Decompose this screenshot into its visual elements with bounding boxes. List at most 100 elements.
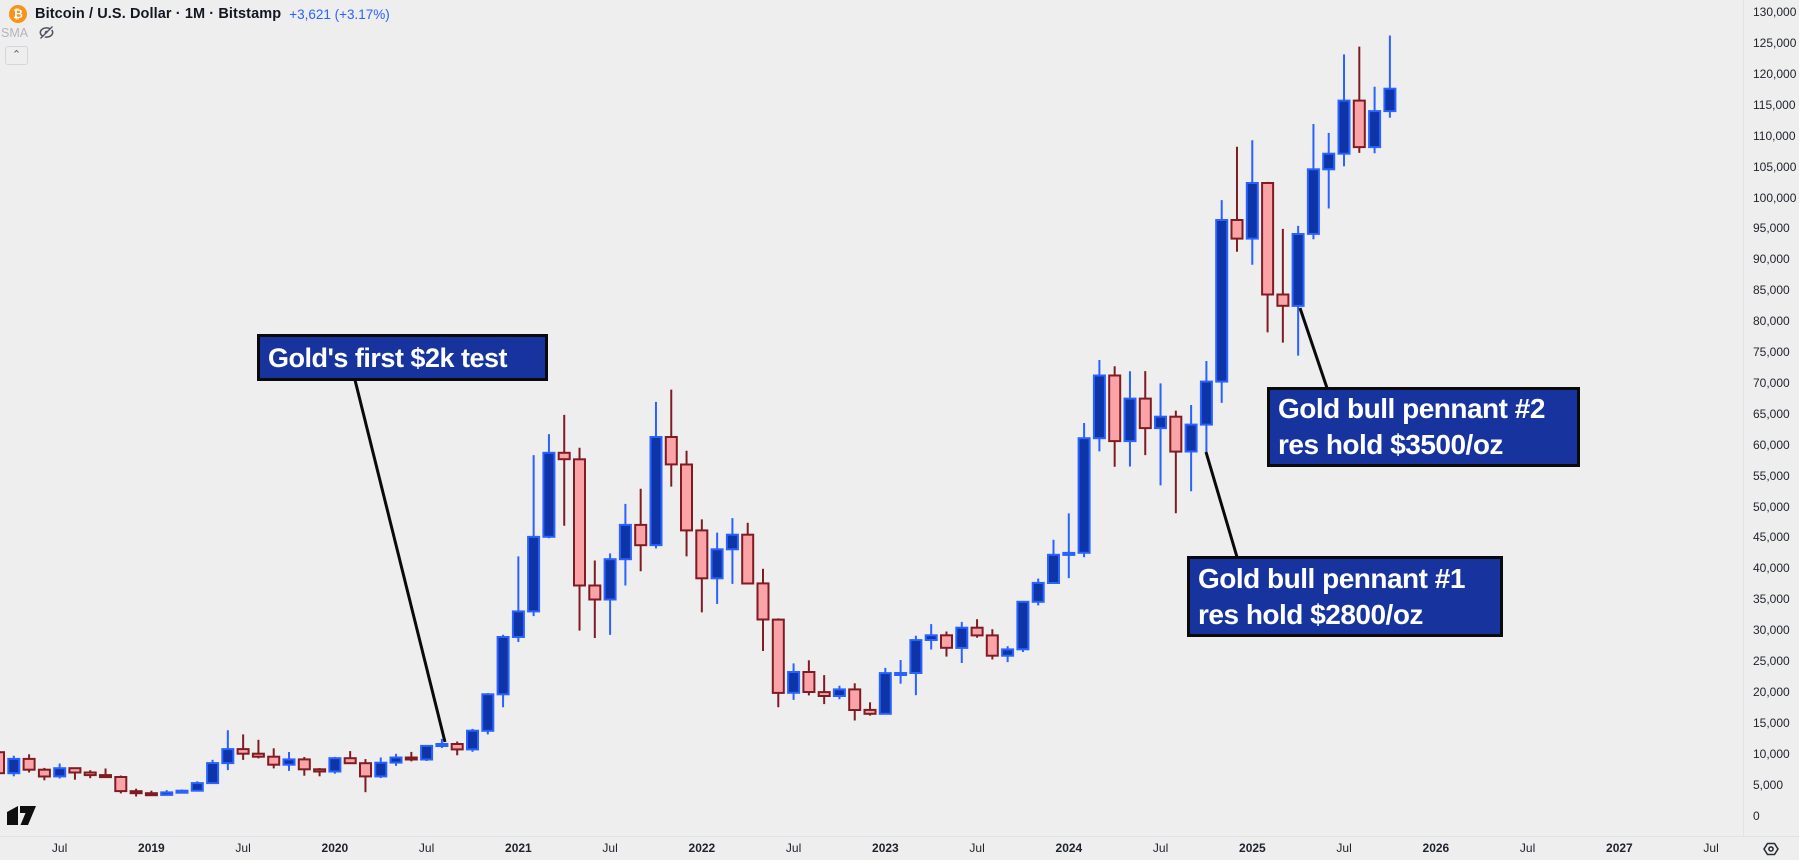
candle-2019-10[interactable] (282, 758, 296, 766)
candle-2018-09[interactable] (83, 771, 97, 777)
candle-2021-06[interactable] (588, 584, 602, 601)
symbol-title[interactable]: Bitcoin / U.S. Dollar · 1M · Bitstamp (35, 6, 282, 22)
candle-2021-07[interactable] (603, 558, 617, 601)
candle-2018-07[interactable] (53, 767, 67, 778)
candle-2021-05[interactable] (573, 458, 586, 587)
candle-2021-09[interactable] (634, 523, 648, 547)
candle-2022-03[interactable] (725, 533, 739, 551)
callout-pointer-line[interactable] (1298, 307, 1329, 389)
candle-2021-08[interactable] (618, 523, 632, 561)
candle-2019-08[interactable] (251, 752, 265, 758)
candle-2020-06[interactable] (404, 756, 418, 761)
sma-indicator-label[interactable]: SMA (1, 25, 29, 40)
candle-2018-04[interactable] (7, 757, 21, 775)
candle-2020-04[interactable] (374, 761, 388, 778)
candle-2020-07[interactable] (420, 744, 434, 761)
candle-2023-06[interactable] (955, 626, 969, 649)
candle-2019-06[interactable] (221, 748, 235, 765)
tradingview-logo[interactable] (6, 803, 40, 831)
candle-2022-02[interactable] (710, 548, 724, 580)
candle-2025-01[interactable] (1245, 182, 1259, 240)
callout-pointer-line[interactable] (1204, 451, 1239, 558)
candle-2018-10[interactable] (99, 774, 112, 779)
candle-2020-11[interactable] (481, 693, 495, 732)
candle-2023-12[interactable] (1047, 553, 1060, 584)
candle-2019-09[interactable] (267, 755, 281, 766)
candle-2021-11[interactable] (664, 436, 678, 466)
candle-2024-07[interactable] (1154, 415, 1167, 430)
candle-2022-01[interactable] (695, 529, 709, 580)
candle-2025-04[interactable] (1291, 233, 1305, 307)
candle-2022-12[interactable] (863, 708, 877, 715)
candle-2018-06[interactable] (37, 768, 51, 778)
candle-2019-02[interactable] (160, 791, 174, 796)
legend-collapse-button[interactable]: ⌃ (5, 46, 28, 65)
candle-2025-05[interactable] (1306, 168, 1320, 235)
candle-2022-08[interactable] (802, 671, 816, 693)
candle-2023-02[interactable] (894, 672, 908, 676)
callout-gold-pennant-2[interactable]: Gold bull pennant #2 res hold $3500/oz (1267, 387, 1580, 467)
candle-2023-01[interactable] (878, 672, 892, 715)
candle-2021-01[interactable] (511, 610, 525, 639)
candle-2020-02[interactable] (343, 757, 357, 765)
candle-2020-08[interactable] (435, 743, 449, 747)
candle-2024-02[interactable] (1077, 437, 1091, 554)
candle-2025-08[interactable] (1352, 99, 1366, 149)
candle-2022-04[interactable] (741, 533, 755, 585)
eye-hidden-icon[interactable] (37, 24, 56, 41)
candle-2023-04[interactable] (924, 634, 938, 641)
candle-2022-05[interactable] (756, 582, 770, 621)
candle-2024-04[interactable] (1108, 374, 1122, 443)
candle-2023-11[interactable] (1031, 581, 1045, 603)
candle-2020-10[interactable] (466, 729, 479, 751)
candle-2023-10[interactable] (1016, 600, 1030, 651)
candle-2022-06[interactable] (771, 618, 785, 694)
candle-2020-05[interactable] (389, 756, 403, 764)
candle-2018-08[interactable] (68, 767, 82, 774)
candle-2020-09[interactable] (450, 743, 464, 751)
candle-2024-01[interactable] (1062, 551, 1076, 556)
candle-2022-07[interactable] (787, 671, 801, 694)
candle-2023-07[interactable] (970, 626, 984, 637)
candle-2023-05[interactable] (940, 634, 953, 649)
axis-settings-gear-icon[interactable] (1762, 840, 1780, 860)
candle-2019-05[interactable] (206, 762, 220, 785)
callout-gold-2k-test[interactable]: Gold's first $2k test (257, 334, 548, 381)
candle-2025-06[interactable] (1322, 152, 1336, 171)
candle-2024-05[interactable] (1123, 397, 1137, 443)
candle-2022-09[interactable] (817, 691, 831, 697)
candle-2025-03[interactable] (1276, 293, 1290, 307)
candle-2023-08[interactable] (985, 634, 999, 657)
candle-2018-05[interactable] (22, 757, 36, 771)
candle-2024-03[interactable] (1092, 374, 1106, 440)
candle-2022-11[interactable] (848, 688, 862, 712)
candle-2018-12[interactable] (129, 790, 143, 795)
candlestick-chart[interactable] (0, 0, 1743, 836)
candle-2024-06[interactable] (1138, 397, 1152, 430)
candle-2025-07[interactable] (1337, 99, 1351, 155)
candle-2019-03[interactable] (175, 789, 189, 794)
candle-2018-03[interactable] (0, 751, 5, 775)
time-axis[interactable]: Jul 2019 Jul 2020 Jul 2021 Jul 2022 Jul 2023 Jul 20… (0, 836, 1799, 860)
candle-2019-01[interactable] (144, 792, 158, 797)
candle-2025-10[interactable] (1383, 87, 1397, 113)
candle-2020-03[interactable] (359, 762, 372, 778)
candle-2020-12[interactable] (496, 636, 510, 696)
price-axis[interactable]: 130,000 125,000 120,000 115,000 110,000 105,0… (1743, 0, 1799, 836)
candle-2024-08[interactable] (1169, 415, 1183, 453)
candle-2023-03[interactable] (909, 639, 923, 674)
candle-2020-01[interactable] (328, 757, 342, 773)
candle-2021-04[interactable] (557, 451, 571, 461)
candle-2021-03[interactable] (542, 451, 556, 538)
candle-2019-07[interactable] (236, 748, 250, 755)
candle-2019-11[interactable] (297, 758, 311, 771)
candle-2024-12[interactable] (1230, 219, 1244, 240)
candle-2023-09[interactable] (1001, 648, 1015, 657)
candle-2019-04[interactable] (190, 782, 204, 792)
candle-2019-12[interactable] (313, 768, 327, 773)
candle-2025-02[interactable] (1261, 182, 1275, 296)
candle-2024-10[interactable] (1199, 380, 1213, 426)
candle-2024-09[interactable] (1184, 423, 1198, 453)
callout-pointer-line[interactable] (353, 379, 447, 743)
candle-2021-02[interactable] (527, 535, 541, 613)
